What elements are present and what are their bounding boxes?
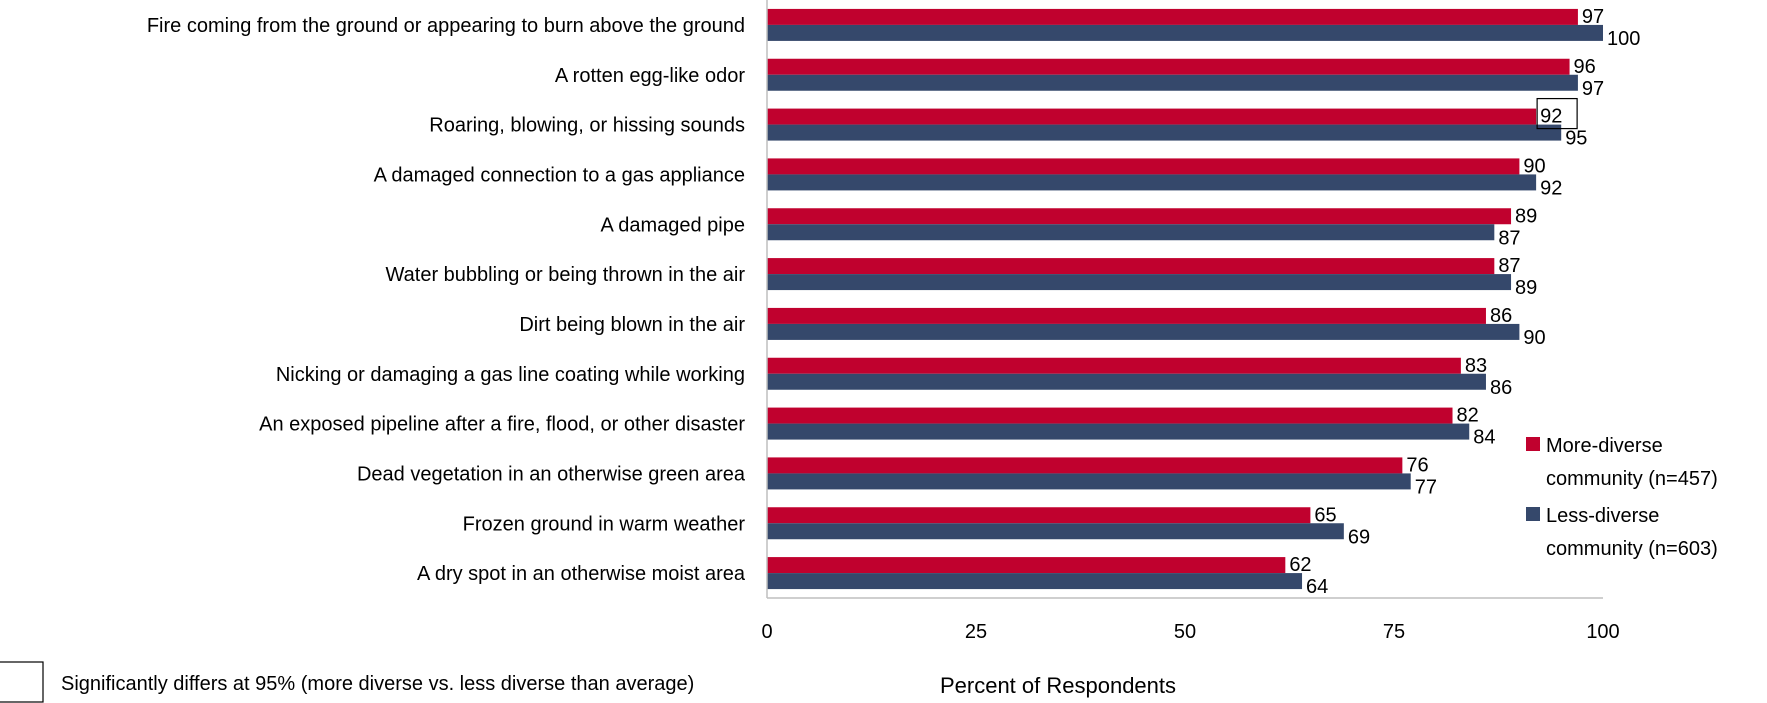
value-label-more-diverse: 82 [1457,405,1479,427]
legend-label-less-diverse-line2: community (n=603) [1546,538,1718,560]
legend-swatch-more-diverse [1526,437,1540,451]
value-label-less-diverse: 84 [1473,427,1495,449]
value-label-less-diverse: 89 [1515,277,1537,299]
bar-less-diverse [767,274,1512,291]
bar-more-diverse [767,258,1495,275]
legend-label-less-diverse-line1: Less-diverse [1546,505,1659,527]
footnote-text: Significantly differs at 95% (more diver… [61,673,694,695]
value-label-less-diverse: 92 [1540,177,1562,199]
x-tick-label: 25 [965,621,987,643]
legend-label-more-diverse-line1: More-diverse [1546,435,1663,457]
bar-less-diverse [767,124,1562,141]
bar-more-diverse [767,307,1486,324]
bar-more-diverse [767,407,1453,424]
bar-more-diverse [767,357,1461,374]
value-label-more-diverse: 97 [1582,6,1604,28]
legend-swatch-less-diverse [1526,507,1540,521]
bar-more-diverse [767,158,1520,175]
bar-more-diverse [767,58,1570,75]
x-tick-label: 100 [1586,621,1619,643]
bar-more-diverse [767,208,1512,225]
value-label-less-diverse: 95 [1565,128,1587,150]
x-axis-ticks: 0 25 50 75 100 [761,621,1619,643]
bar-more-diverse [767,8,1578,25]
bar-less-diverse [767,473,1411,490]
bar-less-diverse [767,423,1470,440]
value-label-more-diverse: 76 [1406,454,1428,476]
bar-less-diverse [767,323,1520,340]
value-label-more-diverse: 86 [1490,305,1512,327]
bar-less-diverse [767,373,1486,390]
bar-less-diverse [767,74,1578,91]
category-label: Frozen ground in warm weather [463,513,746,535]
value-label-less-diverse: 69 [1348,526,1370,548]
value-label-less-diverse: 77 [1415,476,1437,498]
category-label: A dry spot in an otherwise moist area [417,563,746,585]
value-label-less-diverse: 100 [1607,28,1640,50]
significance-box-swatch [0,661,44,703]
x-tick-label: 75 [1383,621,1405,643]
category-label: An exposed pipeline after a fire, flood,… [259,414,745,436]
value-label-more-diverse: 89 [1515,205,1537,227]
bar-less-diverse [767,573,1303,590]
category-label: A rotten egg-like odor [555,65,745,87]
bar-more-diverse [767,108,1537,125]
bars-layer [767,8,1603,590]
value-label-less-diverse: 86 [1490,377,1512,399]
value-label-more-diverse: 62 [1289,554,1311,576]
category-label: Nicking or damaging a gas line coating w… [276,364,745,386]
value-label-less-diverse: 64 [1306,576,1328,598]
significance-box [1536,97,1578,130]
bar-less-diverse [767,24,1603,41]
value-label-more-diverse: 83 [1465,355,1487,377]
category-label: Fire coming from the ground or appearing… [147,15,745,37]
value-label-less-diverse: 90 [1523,327,1545,349]
category-label: Roaring, blowing, or hissing sounds [429,115,745,137]
category-labels: Fire coming from the ground or appearing… [147,15,746,585]
value-label-less-diverse: 87 [1498,227,1520,249]
category-label: A damaged pipe [600,214,745,236]
value-label-more-diverse: 90 [1523,155,1545,177]
x-axis-title: Percent of Respondents [940,673,1176,698]
bar-less-diverse [767,174,1537,191]
x-tick-label: 0 [761,621,772,643]
footnote: Significantly differs at 95% (more diver… [0,661,694,703]
value-label-more-diverse: 96 [1574,56,1596,78]
category-label: Water bubbling or being thrown in the ai… [386,264,746,286]
value-label-less-diverse: 97 [1582,78,1604,100]
bar-more-diverse [767,457,1403,474]
value-label-more-diverse: 92 [1540,106,1562,128]
category-label: Dirt being blown in the air [519,314,745,336]
legend: More-diverse community (n=457) Less-dive… [1526,435,1718,560]
category-label: Dead vegetation in an otherwise green ar… [357,463,746,485]
bar-less-diverse [767,224,1495,241]
bar-less-diverse [767,523,1344,540]
bar-more-diverse [767,507,1311,524]
bar-more-diverse [767,557,1286,574]
value-label-more-diverse: 87 [1498,255,1520,277]
legend-label-more-diverse-line2: community (n=457) [1546,468,1718,490]
value-label-more-diverse: 65 [1314,504,1336,526]
x-tick-label: 50 [1174,621,1196,643]
value-labels: 9710096979295909289878789869083868284767… [1289,6,1640,598]
category-label: A damaged connection to a gas appliance [374,164,745,186]
